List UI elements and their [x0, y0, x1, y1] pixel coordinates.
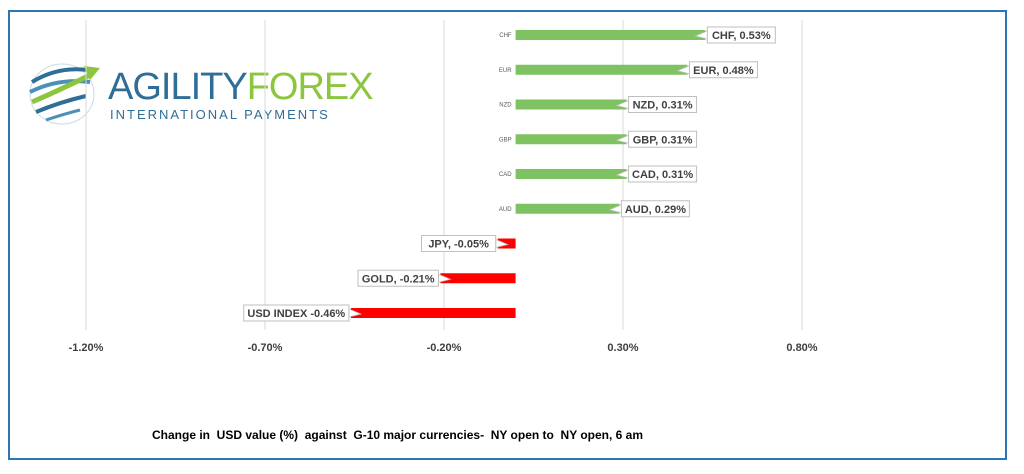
data-label-text: USD INDEX -0.46%: [247, 308, 345, 320]
x-tick-label: 0.80%: [786, 342, 817, 354]
data-label: GOLD, -0.21%: [357, 269, 452, 287]
data-label-box: [706, 26, 776, 44]
bar: [515, 64, 688, 75]
data-label-text: CAD, 0.31%: [632, 169, 693, 181]
chart-caption: Change in USD value (%) against G-10 maj…: [152, 428, 644, 442]
data-label-box: [421, 235, 497, 252]
bar: [515, 169, 627, 179]
axis-labels: -1.20% -0.70% -0.20% 0.30% 0.80% CHF EUR NZD GBP…: [69, 33, 818, 354]
x-tick-label: -0.20%: [427, 342, 462, 354]
company-logo: AGILITYFOREX INTERNATIONAL PAYMENTS: [24, 52, 374, 132]
data-label: GBP, 0.31%: [615, 130, 698, 148]
bars: [350, 30, 706, 318]
data-label-box: [628, 165, 698, 183]
x-tick-label: 0.30%: [607, 342, 638, 354]
logo-word-agility: AGILITY: [108, 66, 248, 108]
logo-word-forex: FOREX: [246, 66, 374, 108]
chart-frame: [8, 10, 1007, 460]
logo-tagline: INTERNATIONAL PAYMENTS: [110, 107, 330, 122]
category-label: GBP: [499, 137, 512, 143]
data-label-box: [243, 304, 350, 322]
data-labels: CHF, 0.53% EUR, 0.48% NZD, 0.31% GBP, 0.31%…: [243, 26, 776, 322]
logo-wordmark: AGILITYFOREX: [108, 66, 374, 108]
data-label-text: NZD, 0.31%: [633, 100, 693, 112]
bar: [515, 203, 620, 214]
category-label: EUR: [499, 68, 512, 74]
data-label-text: JPY, -0.05%: [428, 239, 489, 251]
x-tick-label: -0.70%: [248, 342, 283, 354]
bar: [515, 99, 627, 110]
data-label-box: [628, 96, 698, 113]
category-label: CHF: [499, 33, 512, 39]
bar: [440, 273, 516, 284]
category-label: CAD: [499, 172, 512, 178]
data-label: CAD, 0.31%: [615, 165, 698, 183]
data-label-box: [357, 269, 439, 287]
data-label: NZD, 0.31%: [615, 96, 698, 113]
category-label: NZD: [499, 103, 512, 109]
data-label: CHF, 0.53%: [694, 26, 776, 44]
data-label-text: AUD, 0.29%: [625, 204, 686, 216]
bar: [515, 134, 627, 145]
bar: [497, 238, 516, 249]
bar: [515, 30, 706, 40]
category-label: AUD: [499, 207, 512, 213]
data-label-box: [628, 130, 698, 148]
data-label-box: [688, 61, 758, 79]
data-label-text: GOLD, -0.21%: [362, 273, 435, 285]
data-label-text: GBP, 0.31%: [633, 134, 693, 146]
bar: [350, 308, 516, 318]
data-label-text: EUR, 0.48%: [693, 65, 754, 77]
data-label-box: [620, 200, 690, 218]
x-tick-label: -1.20%: [69, 342, 104, 354]
data-label: AUD, 0.29%: [608, 200, 690, 218]
data-label-text: CHF, 0.53%: [712, 30, 771, 42]
data-label: USD INDEX -0.46%: [243, 304, 363, 322]
data-label: EUR, 0.48%: [676, 61, 758, 79]
data-label: JPY, -0.05%: [421, 235, 509, 252]
